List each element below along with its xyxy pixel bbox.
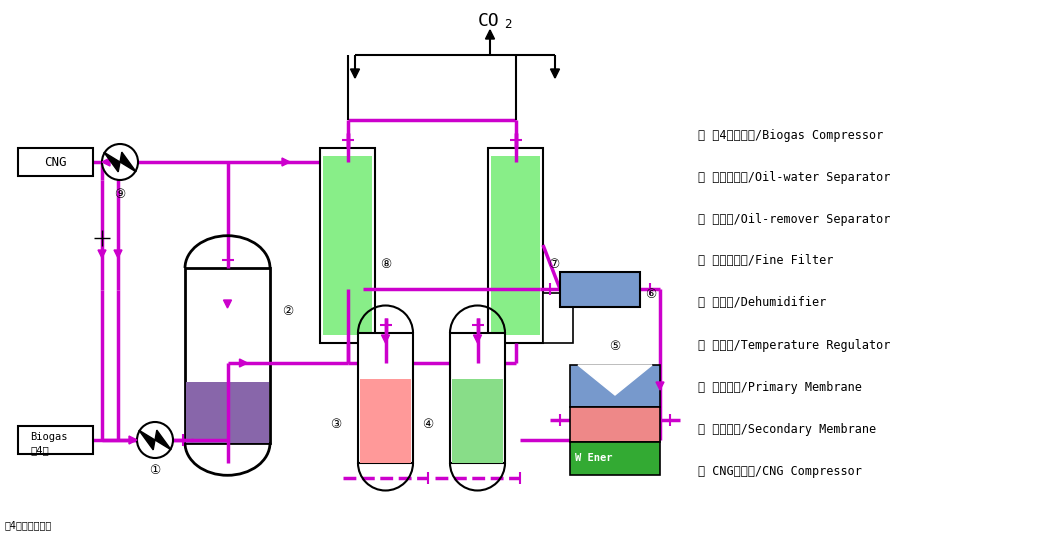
Bar xyxy=(323,156,372,335)
Text: ⑧: ⑧ xyxy=(379,258,391,271)
Text: ④ 精密过滤器/Fine Filter: ④ 精密过滤器/Fine Filter xyxy=(697,255,833,268)
Polygon shape xyxy=(240,359,247,367)
Bar xyxy=(186,382,269,443)
Polygon shape xyxy=(656,382,664,390)
Text: ⑨: ⑨ xyxy=(114,187,126,200)
Bar xyxy=(18,148,93,176)
Text: ③ 除油器/Oil-remover Separator: ③ 除油器/Oil-remover Separator xyxy=(697,213,890,225)
Polygon shape xyxy=(282,158,290,166)
Bar xyxy=(543,293,573,343)
Bar xyxy=(320,148,375,343)
Text: ⑤: ⑤ xyxy=(610,341,620,354)
Text: ②: ② xyxy=(282,305,294,318)
Polygon shape xyxy=(550,69,560,78)
Text: ③: ③ xyxy=(331,418,341,430)
Text: ⑦ 一级膜件/Primary Membrane: ⑦ 一级膜件/Primary Membrane xyxy=(697,381,862,394)
Bar xyxy=(18,426,93,454)
Bar xyxy=(488,148,543,343)
Polygon shape xyxy=(155,430,172,450)
Circle shape xyxy=(137,422,173,458)
Text: ①: ① xyxy=(149,464,161,476)
Text: W Ener: W Ener xyxy=(575,453,613,463)
Text: ⑦: ⑦ xyxy=(548,258,560,271)
Polygon shape xyxy=(578,365,652,395)
Bar xyxy=(570,442,660,475)
Polygon shape xyxy=(104,152,120,172)
Text: ② 油水分离器/Oil-water Separator: ② 油水分离器/Oil-water Separator xyxy=(697,170,890,184)
Text: 2: 2 xyxy=(504,18,512,31)
Text: ⑧ 二级膜件/Secondary Membrane: ⑧ 二级膜件/Secondary Membrane xyxy=(697,422,877,436)
Bar xyxy=(450,333,505,463)
Text: ⑤ 除湿器/Dehumidifier: ⑤ 除湿器/Dehumidifier xyxy=(697,296,826,310)
Text: ④: ④ xyxy=(422,418,434,430)
Text: ⑥ 调湿器/Temperature Regulator: ⑥ 调湿器/Temperature Regulator xyxy=(697,339,890,351)
Bar xyxy=(491,156,540,335)
Bar xyxy=(570,365,660,407)
Bar xyxy=(186,268,270,443)
Text: 汷4气提纯流程图: 汷4气提纯流程图 xyxy=(5,520,52,530)
Polygon shape xyxy=(98,250,106,258)
Polygon shape xyxy=(114,250,122,258)
Bar xyxy=(358,333,413,463)
Text: CNG: CNG xyxy=(43,155,66,169)
Text: CO: CO xyxy=(478,12,499,30)
Polygon shape xyxy=(351,69,359,78)
Polygon shape xyxy=(139,430,155,450)
Polygon shape xyxy=(224,300,231,308)
Polygon shape xyxy=(485,30,495,39)
Text: ① 氧4气压缩机/Biogas Compressor: ① 氧4气压缩机/Biogas Compressor xyxy=(697,129,883,142)
Text: Biogas: Biogas xyxy=(30,432,68,442)
Text: ⑥: ⑥ xyxy=(644,288,656,301)
Polygon shape xyxy=(474,335,481,343)
Bar xyxy=(360,379,411,463)
Bar xyxy=(452,379,504,463)
Text: 氧4气: 氧4气 xyxy=(30,445,49,455)
Polygon shape xyxy=(382,335,389,343)
Text: ⑨ CNG压缩机/CNG Compressor: ⑨ CNG压缩机/CNG Compressor xyxy=(697,465,862,477)
Bar xyxy=(560,272,640,307)
Circle shape xyxy=(102,144,138,180)
Polygon shape xyxy=(120,152,136,172)
Polygon shape xyxy=(102,158,110,166)
Polygon shape xyxy=(129,436,137,444)
Bar xyxy=(570,407,660,442)
